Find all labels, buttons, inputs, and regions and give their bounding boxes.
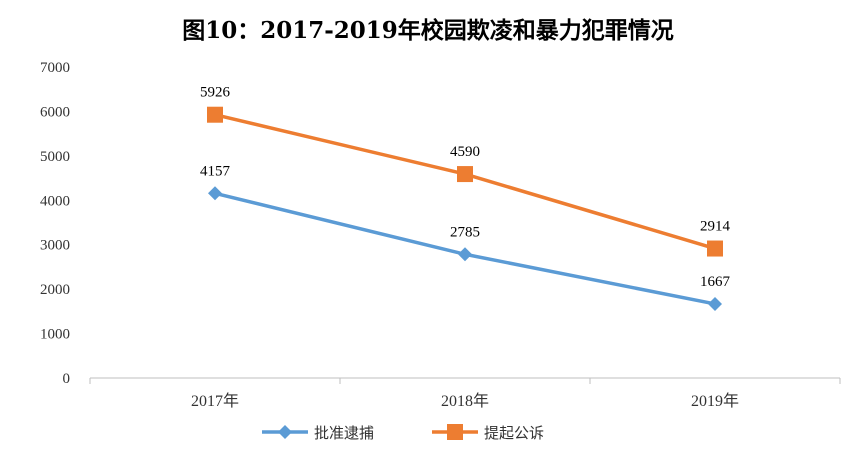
x-tick-label: 2018年 xyxy=(441,392,489,410)
data-point xyxy=(278,425,292,439)
y-tick-label: 6000 xyxy=(40,104,70,120)
x-tick-label: 2017年 xyxy=(191,392,239,410)
data-point xyxy=(207,106,223,123)
data-point xyxy=(707,240,723,257)
data-point xyxy=(208,186,222,201)
data-label: 5926 xyxy=(200,85,231,101)
data-label: 4157 xyxy=(200,163,231,179)
x-tick-label: 2019年 xyxy=(691,392,739,410)
data-point xyxy=(708,296,722,311)
y-tick-label: 3000 xyxy=(40,238,70,254)
series-layer: 4157 2785 1667 5926 4590 2914 xyxy=(200,85,731,311)
y-tick-label: 4000 xyxy=(40,193,70,209)
legend: 批准逮捕 提起公诉 xyxy=(262,424,544,442)
data-label: 2785 xyxy=(450,224,480,240)
series-group: 4157 2785 1667 xyxy=(200,163,731,311)
legend-label: 提起公诉 xyxy=(484,424,544,442)
data-label: 2914 xyxy=(700,219,731,235)
data-point xyxy=(447,424,463,440)
y-tick-label: 0 xyxy=(63,371,71,387)
data-point xyxy=(458,247,472,262)
data-label: 1667 xyxy=(700,274,731,290)
chart-title: 图10：2017-2019年校园欺凌和暴力犯罪情况 xyxy=(182,17,674,44)
legend-item: 提起公诉 xyxy=(432,424,544,442)
y-tick-label: 2000 xyxy=(40,282,70,298)
data-point xyxy=(457,166,473,183)
y-tick-label: 5000 xyxy=(40,149,70,165)
legend-label: 批准逮捕 xyxy=(314,424,374,442)
y-tick-label: 7000 xyxy=(40,60,70,76)
data-label: 4590 xyxy=(450,144,480,160)
legend-item: 批准逮捕 xyxy=(262,424,374,442)
axes: 0 1000 2000 3000 4000 5000 6000 7000 2017年 2018年 2… xyxy=(40,60,841,410)
series-group: 5926 4590 2914 xyxy=(200,85,731,257)
y-tick-label: 1000 xyxy=(40,327,70,343)
